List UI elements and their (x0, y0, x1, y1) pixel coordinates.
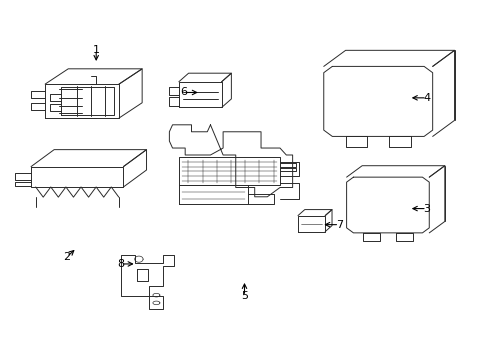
Text: 2: 2 (63, 252, 70, 262)
Text: 3: 3 (423, 203, 429, 213)
Text: 7: 7 (335, 220, 342, 230)
Text: 5: 5 (241, 291, 247, 301)
Text: 1: 1 (93, 45, 100, 55)
Text: 4: 4 (423, 93, 429, 103)
Text: 6: 6 (180, 87, 187, 98)
Text: 8: 8 (117, 259, 124, 269)
